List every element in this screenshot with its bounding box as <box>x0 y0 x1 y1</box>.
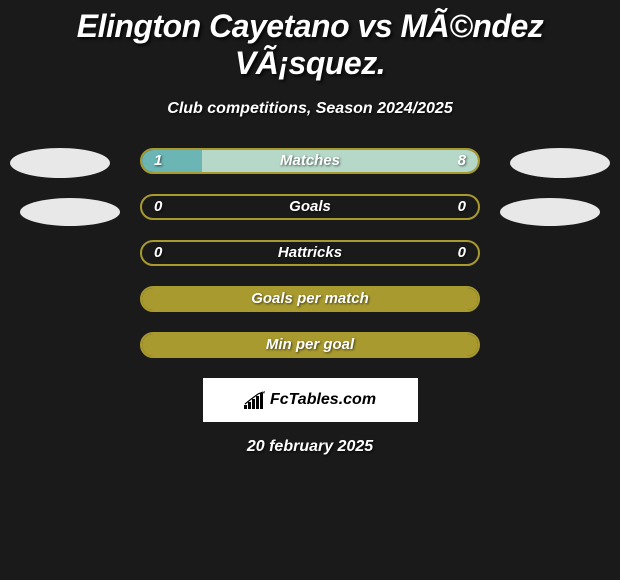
stat-value-right: 0 <box>458 196 466 218</box>
logo-box: FcTables.com <box>203 378 418 422</box>
date-text: 20 february 2025 <box>0 438 620 456</box>
stat-label: Hattricks <box>142 242 478 264</box>
stats-container: 1Matches80Goals00Hattricks0Goals per mat… <box>0 148 620 358</box>
page-title: Elington Cayetano vs MÃ©ndez VÃ¡squez. <box>0 0 620 82</box>
stat-row: 0Goals0 <box>140 194 480 220</box>
stats-rows: 1Matches80Goals00Hattricks0Goals per mat… <box>0 148 620 358</box>
logo: FcTables.com <box>244 391 376 409</box>
stat-row: Min per goal <box>140 332 480 358</box>
stat-row: Goals per match <box>140 286 480 312</box>
stat-row: 0Hattricks0 <box>140 240 480 266</box>
logo-label: FcTables.com <box>270 391 376 409</box>
stat-label: Goals per match <box>142 288 478 310</box>
player-right-avatar-2 <box>500 198 600 226</box>
player-left-avatar-2 <box>20 198 120 226</box>
chart-icon <box>244 391 266 409</box>
page-subtitle: Club competitions, Season 2024/2025 <box>0 100 620 118</box>
stat-label: Matches <box>142 150 478 172</box>
stat-value-right: 0 <box>458 242 466 264</box>
player-right-avatar-1 <box>510 148 610 178</box>
stat-row: 1Matches8 <box>140 148 480 174</box>
stat-label: Goals <box>142 196 478 218</box>
stat-label: Min per goal <box>142 334 478 356</box>
stat-value-right: 8 <box>458 150 466 172</box>
player-left-avatar-1 <box>10 148 110 178</box>
